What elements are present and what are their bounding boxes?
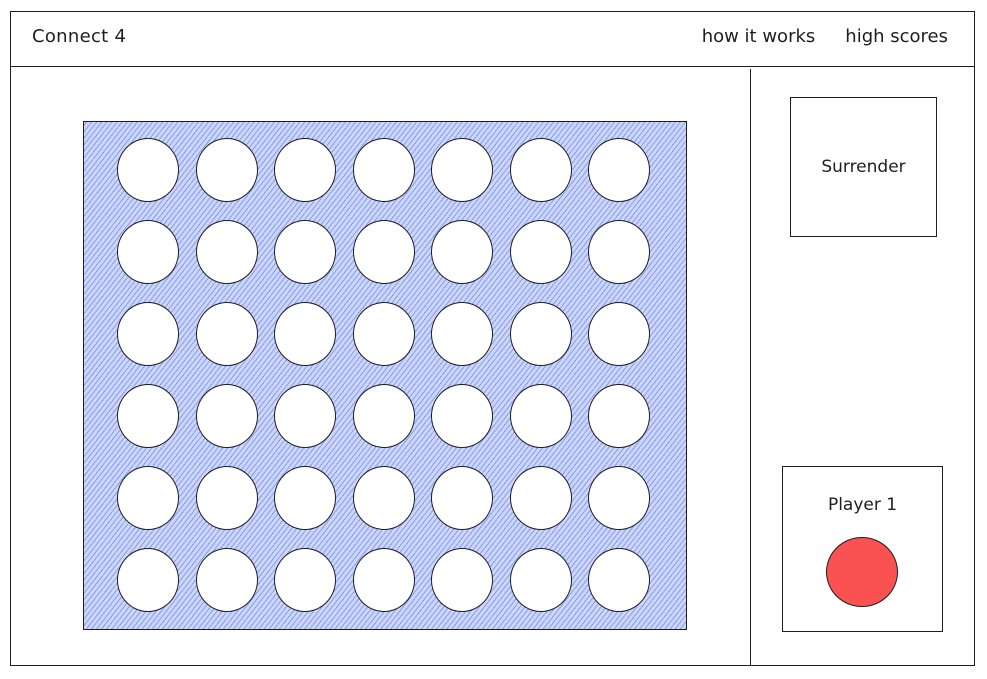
board-cell-r5-c6[interactable] xyxy=(509,466,572,530)
board-cell-r1-c3[interactable] xyxy=(274,138,336,202)
current-player-panel: Player 1 xyxy=(782,466,943,632)
board-cell-r5-c5[interactable] xyxy=(431,466,493,530)
board-cell-r2-c5[interactable] xyxy=(431,220,493,284)
board-cell-r2-c4[interactable] xyxy=(352,220,415,284)
board-cell-r4-c1[interactable] xyxy=(117,384,179,448)
board-cell-r6-c6[interactable] xyxy=(509,548,572,612)
nav-high-scores-link[interactable]: high scores xyxy=(845,26,948,47)
board-cell-r2-c2[interactable] xyxy=(195,220,258,284)
board-cell-r6-c7[interactable] xyxy=(588,548,650,612)
board-cell-r6-c1[interactable] xyxy=(117,548,179,612)
board-cell-r1-c2[interactable] xyxy=(195,138,258,202)
board-cell-r1-c1[interactable] xyxy=(117,138,179,202)
board-cell-r1-c4[interactable] xyxy=(352,138,415,202)
board-cell-r5-c3[interactable] xyxy=(274,466,336,530)
board-cell-r2-c3[interactable] xyxy=(274,220,336,284)
surrender-button[interactable]: Surrender xyxy=(790,97,937,237)
board-cell-r4-c6[interactable] xyxy=(509,384,572,448)
board-cell-r6-c5[interactable] xyxy=(431,548,493,612)
board-cell-r4-c3[interactable] xyxy=(274,384,336,448)
current-player-label: Player 1 xyxy=(827,495,898,515)
board-cell-r1-c6[interactable] xyxy=(509,138,572,202)
board-cell-r6-c4[interactable] xyxy=(352,548,415,612)
board-cell-r5-c4[interactable] xyxy=(352,466,415,530)
sidebar-divider xyxy=(750,69,751,666)
board-cell-r3-c7[interactable] xyxy=(588,302,650,366)
board-cell-r4-c5[interactable] xyxy=(431,384,493,448)
board-cell-r5-c7[interactable] xyxy=(588,466,650,530)
board-cell-r2-c1[interactable] xyxy=(117,220,179,284)
board-cell-r6-c2[interactable] xyxy=(195,548,258,612)
board-cell-r1-c5[interactable] xyxy=(431,138,493,202)
nav-how-it-works-link[interactable]: how it works xyxy=(701,26,816,47)
board-cell-r4-c2[interactable] xyxy=(195,384,258,448)
current-player-token xyxy=(826,537,898,607)
header-bar: Connect 4 how it works high scores xyxy=(10,11,975,67)
board-cell-r3-c1[interactable] xyxy=(117,302,179,366)
app-title: Connect 4 xyxy=(32,26,127,47)
board-cell-r3-c3[interactable] xyxy=(274,302,336,366)
board-cell-r5-c1[interactable] xyxy=(117,466,179,530)
board-cell-r3-c4[interactable] xyxy=(352,302,415,366)
board-cell-r4-c7[interactable] xyxy=(588,384,650,448)
board-cell-r5-c2[interactable] xyxy=(195,466,258,530)
game-board[interactable] xyxy=(83,121,687,630)
board-cell-r3-c6[interactable] xyxy=(509,302,572,366)
board-cell-r4-c4[interactable] xyxy=(352,384,415,448)
board-cell-r2-c7[interactable] xyxy=(588,220,650,284)
board-cell-r6-c3[interactable] xyxy=(274,548,336,612)
board-cell-r3-c5[interactable] xyxy=(431,302,493,366)
board-cell-r2-c6[interactable] xyxy=(509,220,572,284)
board-cell-r1-c7[interactable] xyxy=(588,138,650,202)
board-cell-r3-c2[interactable] xyxy=(195,302,258,366)
top-nav: how it works high scores xyxy=(702,26,948,47)
